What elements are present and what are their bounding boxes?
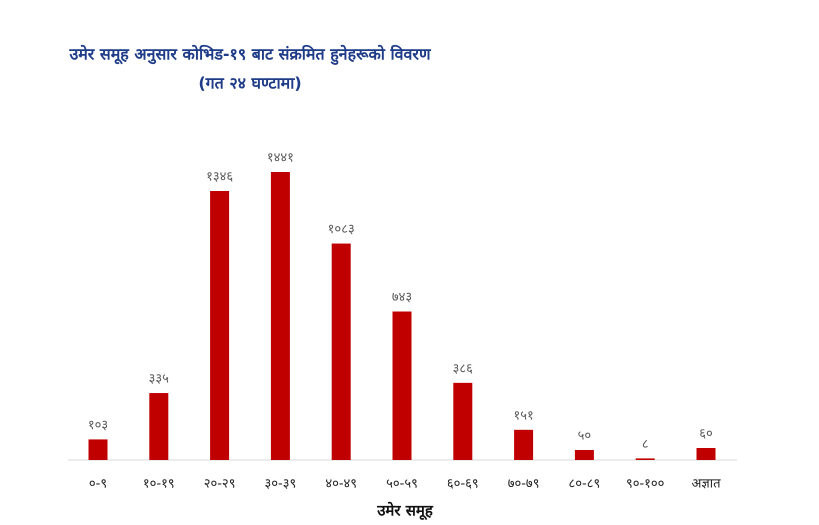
x-tick-label: १०-१९ (143, 477, 175, 492)
data-label: १०३ (88, 418, 108, 433)
bar (331, 243, 351, 460)
x-tick-label: ६०-६९ (447, 477, 479, 492)
bar (635, 458, 655, 460)
data-label: १३४६ (206, 169, 233, 184)
x-tick-label: ८०-८९ (569, 477, 601, 492)
data-label: ७४३ (392, 290, 412, 305)
bar (453, 382, 473, 460)
x-tick-label: ०-९ (89, 477, 107, 492)
bar (210, 190, 230, 460)
bar (696, 448, 716, 460)
bar (88, 439, 108, 460)
data-label: ५० (578, 429, 592, 444)
bar (514, 429, 534, 460)
bar (270, 172, 290, 460)
bar (574, 450, 594, 460)
x-tick-label: ३०-३९ (265, 477, 297, 492)
bar (392, 311, 412, 460)
data-label: ३३५ (149, 372, 170, 387)
data-label: १०८३ (328, 222, 355, 237)
data-label: ६० (699, 427, 713, 442)
x-tick-label: २०-२९ (204, 477, 236, 492)
data-label: १५१ (513, 408, 533, 423)
data-label: ३८६ (453, 361, 474, 376)
x-tick-label: ५०-५९ (386, 477, 418, 492)
x-tick-label: ९०-१०० (626, 477, 665, 492)
x-tick-label: ४०-४९ (325, 477, 357, 492)
x-axis-title: उमेर समूह (376, 502, 434, 521)
data-label: ८ (642, 437, 649, 452)
chart-title: उमेर समूह अनुसार कोभिड-१९ बाट संक्रमित ह… (68, 45, 432, 66)
x-tick-label: ७०-७९ (508, 477, 540, 492)
x-tick-label: अज्ञात (691, 477, 721, 492)
chart-subtitle: (गत २४ घण्टामा) (198, 74, 301, 93)
bar (149, 393, 169, 460)
data-label: १४४१ (267, 151, 294, 166)
